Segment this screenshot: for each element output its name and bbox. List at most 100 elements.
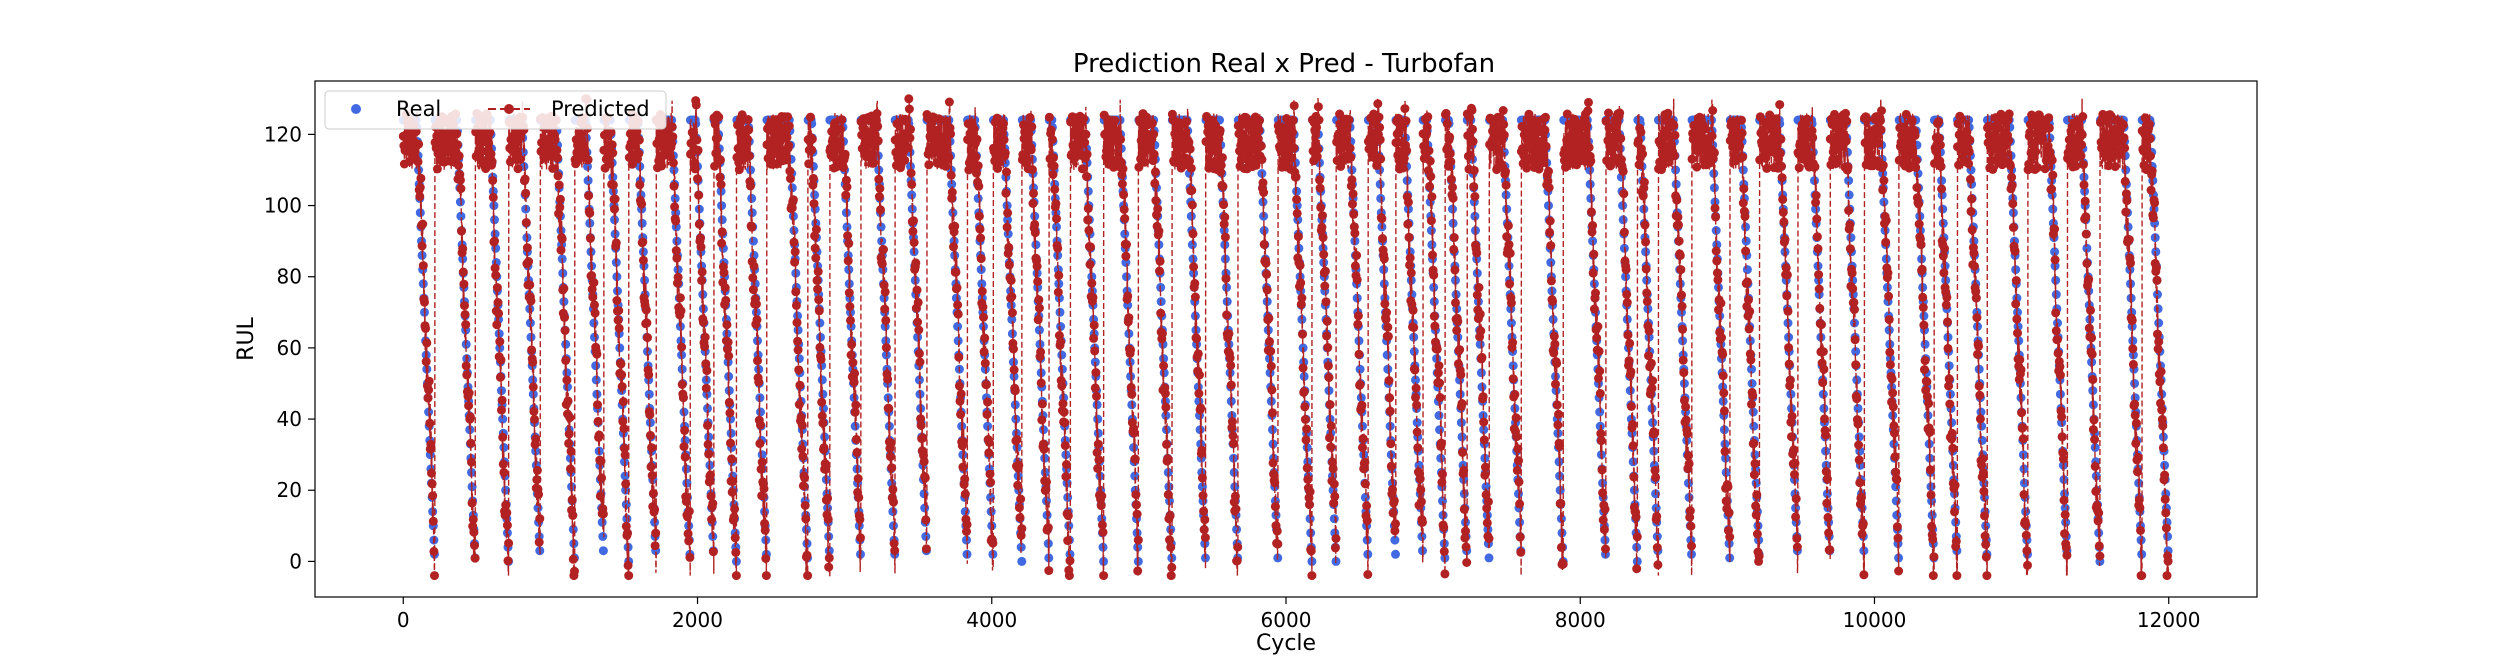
predicted-point <box>1354 349 1364 359</box>
predicted-point <box>746 181 755 191</box>
predicted-point <box>1051 199 1061 209</box>
predicted-point <box>1061 472 1071 482</box>
predicted-point <box>657 161 667 171</box>
predicted-point <box>1448 182 1457 192</box>
predicted-point <box>1034 295 1044 305</box>
predicted-point <box>1313 144 1323 154</box>
predicted-point <box>1453 316 1463 326</box>
predicted-point <box>675 293 685 303</box>
predicted-point <box>1350 261 1360 271</box>
predicted-point <box>458 267 468 277</box>
predicted-point <box>1384 376 1394 385</box>
predicted-point <box>731 548 741 557</box>
predicted-point <box>783 112 793 122</box>
predicted-point <box>1476 326 1486 336</box>
predicted-point <box>743 115 753 125</box>
predicted-point <box>1404 232 1414 242</box>
predicted-point <box>1319 250 1329 259</box>
predicted-point <box>1012 435 1022 445</box>
predicted-point <box>684 536 694 546</box>
predicted-point <box>1192 334 1202 344</box>
predicted-point <box>1385 393 1395 403</box>
predicted-point <box>467 498 477 508</box>
predicted-point <box>1546 276 1556 286</box>
predicted-point <box>1408 305 1418 315</box>
predicted-point <box>1120 214 1130 223</box>
predicted-point <box>562 375 572 385</box>
predicted-point <box>635 180 645 190</box>
predicted-point <box>708 499 718 508</box>
predicted-point <box>1465 150 1475 160</box>
predicted-point <box>1386 439 1396 449</box>
predicted-point <box>588 292 598 302</box>
predicted-point <box>1154 226 1164 236</box>
predicted-point <box>1025 113 1035 122</box>
predicted-point <box>1363 570 1373 579</box>
predicted-point <box>793 345 803 355</box>
predicted-point <box>813 284 823 294</box>
predicted-point <box>563 396 573 406</box>
predicted-point <box>1053 287 1063 297</box>
predicted-point <box>458 244 468 254</box>
predicted-point <box>747 222 757 232</box>
predicted-point <box>704 449 714 459</box>
predicted-point <box>1323 361 1333 371</box>
predicted-point <box>1505 279 1515 289</box>
predicted-point <box>823 514 833 524</box>
predicted-point <box>784 121 794 131</box>
predicted-point <box>1468 124 1477 134</box>
predicted-point <box>1411 392 1420 402</box>
predicted-point <box>1064 571 1074 581</box>
real-point <box>559 297 569 307</box>
predicted-point <box>1329 479 1339 489</box>
predicted-point <box>494 308 504 318</box>
predicted-point <box>1077 164 1087 174</box>
predicted-point <box>1461 526 1470 536</box>
predicted-point <box>610 194 620 204</box>
predicted-point <box>811 225 821 234</box>
predicted-point <box>807 145 817 155</box>
predicted-point <box>1425 181 1435 191</box>
predicted-point <box>1216 160 1226 170</box>
predicted-point <box>637 199 647 209</box>
predicted-point <box>1513 444 1523 454</box>
predicted-point <box>976 233 986 243</box>
predicted-point <box>1555 441 1565 451</box>
predicted-point <box>911 258 921 268</box>
predicted-point <box>794 400 804 409</box>
predicted-point <box>714 112 724 122</box>
predicted-point <box>960 489 970 499</box>
predicted-point <box>1429 270 1439 280</box>
predicted-point <box>850 368 860 378</box>
predicted-point <box>1376 154 1386 164</box>
predicted-point <box>1469 165 1479 175</box>
predicted-point <box>1455 345 1465 355</box>
predicted-point <box>495 372 505 382</box>
predicted-point <box>584 191 594 201</box>
predicted-point <box>810 243 820 253</box>
predicted-point <box>1190 292 1200 302</box>
predicted-point <box>1129 428 1139 438</box>
predicted-point <box>534 537 544 547</box>
predicted-point <box>1121 251 1131 261</box>
predicted-point <box>1461 542 1471 552</box>
predicted-point <box>973 161 983 171</box>
predicted-point <box>912 285 922 295</box>
predicted-point <box>1456 370 1466 380</box>
predicted-point <box>812 275 822 285</box>
real-point <box>525 318 535 328</box>
predicted-point <box>1302 463 1312 473</box>
predicted-point <box>668 132 678 142</box>
predicted-point <box>960 474 970 484</box>
predicted-point <box>1386 461 1396 471</box>
predicted-point <box>1166 542 1176 552</box>
predicted-point <box>1326 442 1336 452</box>
predicted-point <box>913 317 923 327</box>
predicted-point <box>1032 261 1042 271</box>
real-point <box>1329 514 1339 524</box>
predicted-point <box>969 124 979 134</box>
predicted-point <box>876 205 885 215</box>
predicted-point <box>1160 389 1170 398</box>
predicted-point <box>839 162 848 172</box>
predicted-point <box>1426 172 1436 181</box>
